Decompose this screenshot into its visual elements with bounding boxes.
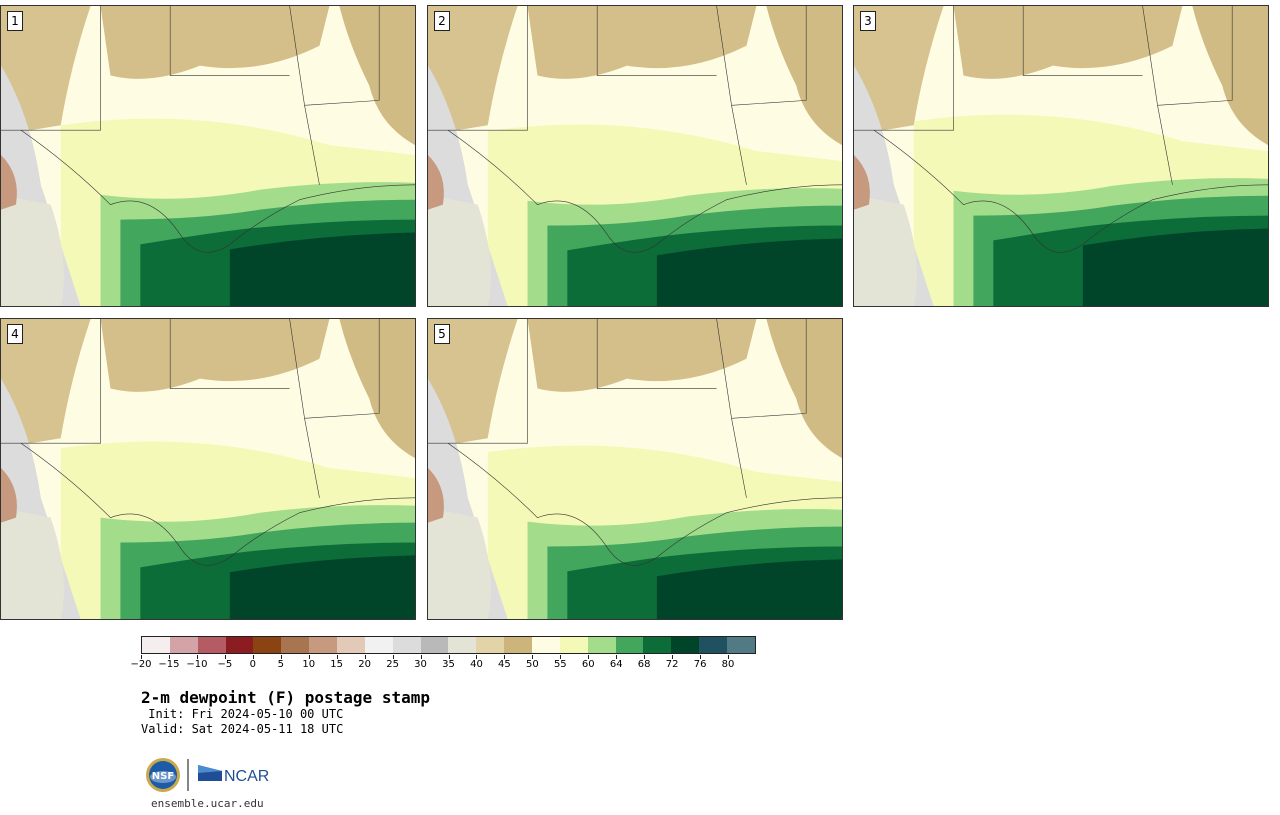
colorbar-swatch xyxy=(671,637,700,653)
nsf-text: NSF xyxy=(152,771,174,782)
tick-mark xyxy=(168,655,170,659)
colorbar-swatch xyxy=(142,637,170,653)
tick-mark xyxy=(672,655,674,659)
tick-mark xyxy=(392,655,394,659)
colorbar-swatch xyxy=(253,637,282,653)
tick-label: 64 xyxy=(609,659,623,670)
dewpoint-map xyxy=(428,6,842,306)
colorbar-swatch xyxy=(587,637,616,653)
colorbar-swatch xyxy=(420,637,449,653)
colorbar-swatch xyxy=(197,637,226,653)
colorbar-swatch xyxy=(532,637,560,653)
dewpoint-map xyxy=(1,319,415,619)
dewpoint-map xyxy=(428,319,842,619)
colorbar-swatch xyxy=(504,637,533,653)
colorbar-swatch xyxy=(615,637,644,653)
tick-label: 5 xyxy=(277,659,284,670)
colorbar-swatch xyxy=(727,637,755,653)
colorbar-swatch xyxy=(559,637,588,653)
tick-label: 50 xyxy=(525,659,539,670)
colorbar-swatch xyxy=(281,637,310,653)
panel-number: 4 xyxy=(7,324,23,344)
panel-number: 2 xyxy=(434,11,450,31)
init-time: Init: Fri 2024-05-10 00 UTC xyxy=(141,707,344,721)
ncar-text: NCAR xyxy=(224,768,269,785)
tick-label: 80 xyxy=(721,659,735,670)
dewpoint-map xyxy=(1,6,415,306)
colorbar-swatch xyxy=(699,637,728,653)
map-panel-1: 1 xyxy=(0,5,416,307)
nsf-seal-icon: NSF xyxy=(146,758,180,792)
tick-mark xyxy=(476,655,478,659)
tick-mark xyxy=(700,655,702,659)
colorbar-swatch xyxy=(337,637,365,653)
tick-label: 30 xyxy=(414,659,427,670)
colorbar-swatch xyxy=(392,637,421,653)
tick-label: 25 xyxy=(386,659,399,670)
tick-mark xyxy=(336,655,338,659)
tick-mark xyxy=(616,655,618,659)
valid-time: Valid: Sat 2024-05-11 18 UTC xyxy=(141,722,344,736)
tick-label: −10 xyxy=(186,659,208,670)
tick-mark xyxy=(644,655,646,659)
dewpoint-map xyxy=(854,6,1268,306)
panel-number: 3 xyxy=(860,11,876,31)
tick-mark xyxy=(224,655,226,659)
tick-mark xyxy=(532,655,534,659)
tick-label: 76 xyxy=(693,659,707,670)
tick-label: 15 xyxy=(330,659,344,670)
colorbar xyxy=(141,636,756,654)
colorbar-swatch xyxy=(169,637,198,653)
map-panel-5: 5 xyxy=(427,318,843,620)
tick-mark xyxy=(588,655,590,659)
map-panel-2: 2 xyxy=(427,5,843,307)
colorbar-swatch xyxy=(309,637,338,653)
site-url: ensemble.ucar.edu xyxy=(151,797,264,810)
tick-mark xyxy=(141,655,142,659)
tick-label: 10 xyxy=(302,659,316,670)
tick-label: −15 xyxy=(158,659,180,670)
tick-mark xyxy=(280,655,282,659)
colorbar-swatch xyxy=(476,637,505,653)
tick-mark xyxy=(728,655,730,659)
tick-mark xyxy=(252,655,254,659)
colorbar-ticks: −20 −15 −10 −5 0 5 10 15 20 25 30 35 40 45 50 55 60 64 68 7… xyxy=(130,655,756,677)
tick-label: 40 xyxy=(470,659,483,670)
map-panel-4: 4 xyxy=(0,318,416,620)
tick-mark xyxy=(364,655,366,659)
tick-mark xyxy=(420,655,422,659)
tick-label: −5 xyxy=(217,659,233,670)
tick-label: 60 xyxy=(581,659,595,670)
tick-label: −20 xyxy=(130,659,152,670)
colorbar-swatch xyxy=(643,637,672,653)
tick-mark xyxy=(448,655,450,659)
panel-number: 1 xyxy=(7,11,23,31)
nsf-ncar-logo: NSF NCAR xyxy=(146,758,269,792)
tick-label: 72 xyxy=(665,659,679,670)
colorbar-swatch xyxy=(364,637,393,653)
tick-label: 0 xyxy=(249,659,256,670)
tick-label: 55 xyxy=(553,659,567,670)
map-panel-3: 3 xyxy=(853,5,1269,307)
tick-label: 45 xyxy=(498,659,511,670)
panel-number: 5 xyxy=(434,324,450,344)
tick-label: 20 xyxy=(358,659,371,670)
colorbar-swatch xyxy=(225,637,254,653)
tick-label: 35 xyxy=(442,659,455,670)
tick-mark xyxy=(504,655,506,659)
tick-label: 68 xyxy=(637,659,651,670)
colorbar-swatch xyxy=(448,637,477,653)
tick-mark xyxy=(560,655,562,659)
tick-mark xyxy=(308,655,310,659)
ncar-logo-icon: NCAR xyxy=(198,765,269,785)
chart-title: 2-m dewpoint (F) postage stamp xyxy=(141,688,430,707)
tick-mark xyxy=(196,655,198,659)
